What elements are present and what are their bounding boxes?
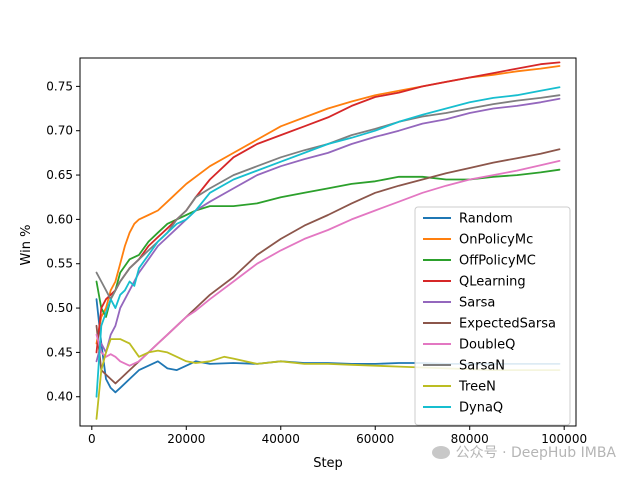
wechat-icon <box>431 446 450 459</box>
y-tick-label: 0.70 <box>46 124 73 138</box>
legend-label: ExpectedSarsa <box>459 317 556 332</box>
legend-label: SarsaN <box>459 359 505 374</box>
y-tick-label: 0.45 <box>46 345 73 359</box>
legend-label: DoubleQ <box>459 338 515 353</box>
y-tick-label: 0.65 <box>46 168 73 182</box>
watermark-text: 公众号 · DeepHub IMBA <box>455 445 616 461</box>
series-line-doubleq <box>95 159 561 367</box>
legend-label: OffPolicyMC <box>459 254 536 269</box>
series-layer <box>95 61 561 420</box>
y-tick-label: 0.50 <box>46 301 73 315</box>
legend: Random OnPolicyMc OffPolicyMC QLearning Sars… <box>414 206 571 426</box>
x-tick-label: 0 <box>88 432 96 446</box>
y-axis-label: Win % <box>19 225 34 266</box>
axes-layer: 0 20000 40000 60000 80000 100000 0.40 0.45 0.50 0… <box>46 57 587 446</box>
x-tick-label: 40000 <box>262 432 300 446</box>
legend-label: Sarsa <box>459 296 495 311</box>
axes-frame <box>79 57 577 427</box>
legend-label: OnPolicyMc <box>459 233 533 248</box>
x-tick-label: 100000 <box>541 432 587 446</box>
legend-label: Random <box>459 212 513 227</box>
series-line-sarsan <box>95 94 561 301</box>
series-line-sarsa <box>95 97 561 363</box>
x-axis-label: Step <box>313 456 343 471</box>
legend-label: TreeN <box>458 380 496 395</box>
legend-label: QLearning <box>459 275 526 290</box>
legend-label: DynaQ <box>459 401 503 416</box>
x-tick-label: 80000 <box>451 432 489 446</box>
series-line-expectedsarsa <box>95 148 561 385</box>
watermark: 公众号 · DeepHub IMBA <box>431 442 616 462</box>
legend-box <box>414 206 571 426</box>
series-line-dynaq <box>95 86 561 398</box>
y-tick-label: 0.40 <box>46 390 73 404</box>
x-tick-label: 20000 <box>167 432 205 446</box>
x-tick-label: 60000 <box>356 432 394 446</box>
y-tick-label: 0.75 <box>46 79 73 93</box>
y-tick-label: 0.60 <box>46 212 73 226</box>
y-tick-label: 0.55 <box>46 257 73 271</box>
series-line-offpolicymc <box>95 168 561 318</box>
